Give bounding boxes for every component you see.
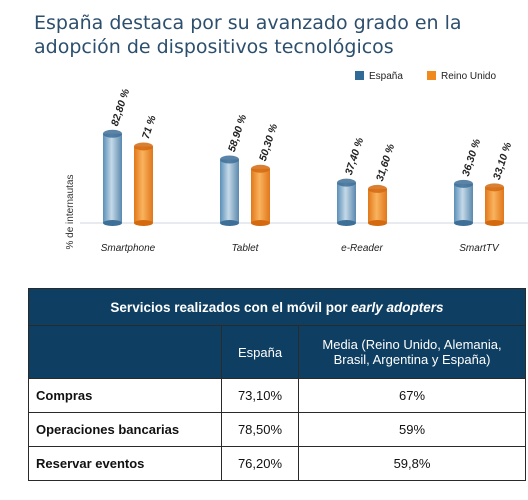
row-label: Compras xyxy=(28,378,222,413)
row-value-media: 67% xyxy=(298,378,526,413)
row-value-media: 59,8% xyxy=(298,446,526,481)
bar-cap xyxy=(454,179,473,188)
bar-cap xyxy=(368,184,387,193)
bar-reino-unido-smartphone xyxy=(134,146,153,223)
services-table: Servicios realizados con el móvil por ea… xyxy=(28,288,526,481)
y-axis-label: % de internautas xyxy=(65,174,76,249)
data-label: 36,30 % xyxy=(460,137,484,178)
table-row: Reservar eventos 76,20% 59,8% xyxy=(28,446,526,481)
bar-cap xyxy=(485,183,504,192)
row-value-espana: 78,50% xyxy=(221,412,299,447)
bar-espana-smartphone xyxy=(103,133,122,223)
category-label: SmartTV xyxy=(459,243,500,254)
bar-reino-unido-e-reader xyxy=(368,188,387,223)
row-value-media: 59% xyxy=(298,412,526,447)
data-label: 50,30 % xyxy=(257,122,281,163)
column-header-espana: España xyxy=(221,325,299,379)
row-value-espana: 76,20% xyxy=(221,446,299,481)
column-header-media: Media (Reino Unido, Alemania, Brasil, Ar… xyxy=(298,325,526,379)
bar-base xyxy=(103,220,122,226)
data-label: 37,40 % xyxy=(343,136,367,177)
table-header-blank xyxy=(28,325,222,379)
category-label: e-Reader xyxy=(341,243,383,254)
category-label: Smartphone xyxy=(101,243,156,254)
row-label: Reservar eventos xyxy=(28,446,222,481)
data-label: 58,90 % xyxy=(226,112,250,153)
legend-swatch xyxy=(355,71,364,80)
legend-swatch xyxy=(427,71,436,80)
bar-cap xyxy=(220,155,239,164)
legend-label: España xyxy=(369,71,403,82)
bar-base xyxy=(485,220,504,226)
table-title: Servicios realizados con el móvil por ea… xyxy=(28,288,526,326)
services-table-wrap: Servicios realizados con el móvil por ea… xyxy=(28,288,526,481)
bar-cap xyxy=(134,142,153,151)
data-label: 31,60 % xyxy=(374,142,398,183)
bar-espana-smarttv xyxy=(454,183,473,223)
bar-cap xyxy=(337,178,356,187)
page-title: España destaca por su avanzado grado en … xyxy=(34,12,462,58)
row-value-espana: 73,10% xyxy=(221,378,299,413)
data-label: 33,10 % xyxy=(491,140,515,181)
table-row: Compras 73,10% 67% xyxy=(28,378,526,413)
bar-cap xyxy=(251,164,270,173)
bar-cap xyxy=(103,129,122,138)
bar-espana-tablet xyxy=(220,159,239,223)
bar-base xyxy=(220,220,239,226)
data-label: 82,80 % xyxy=(109,87,133,128)
bar-base xyxy=(134,220,153,226)
legend-label: Reino Unido xyxy=(441,71,496,82)
table-title-prefix: Servicios realizados con el móvil por xyxy=(110,299,352,315)
data-label: 71 % xyxy=(140,113,159,140)
table-row: Operaciones bancarias 78,50% 59% xyxy=(28,412,526,447)
bar-base xyxy=(368,220,387,226)
bar-reino-unido-tablet xyxy=(251,168,270,223)
table-title-emphasis: early adopters xyxy=(351,299,444,315)
category-label: Tablet xyxy=(232,243,260,254)
bar-base xyxy=(251,220,270,226)
bar-chart: % de internautas 82,80 % 71 % Smartphone 58… xyxy=(65,71,528,254)
row-label: Operaciones bancarias xyxy=(28,412,222,447)
bar-base xyxy=(337,220,356,226)
bar-base xyxy=(454,220,473,226)
bar-espana-e-reader xyxy=(337,182,356,223)
bar-reino-unido-smarttv xyxy=(485,187,504,223)
